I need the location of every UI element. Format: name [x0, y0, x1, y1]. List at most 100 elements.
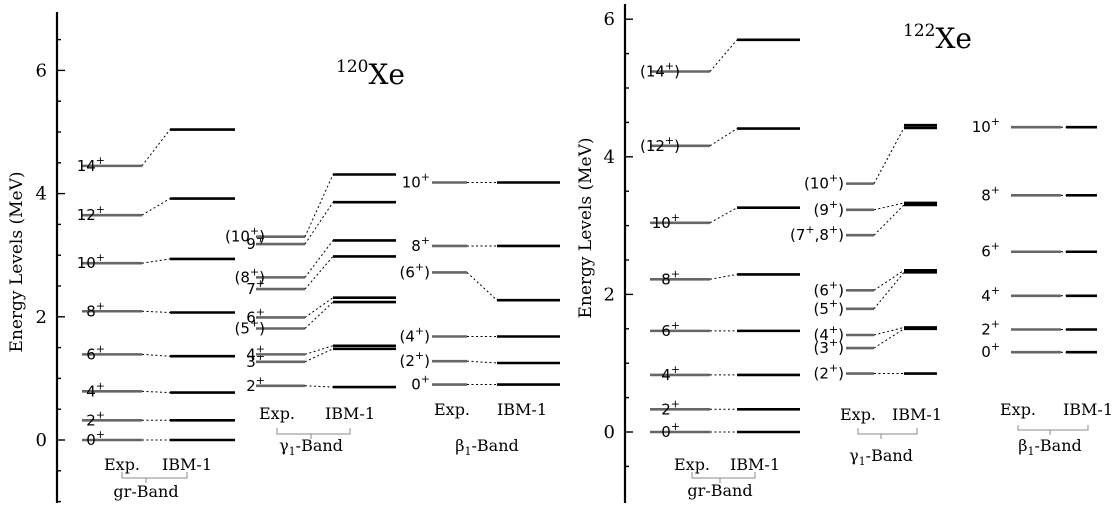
y-axis-title: Energy Levels (MeV): [7, 171, 27, 352]
band-bracket: [857, 428, 918, 435]
y-tick-label: 0: [36, 430, 47, 451]
level-spin-label: (14+): [640, 59, 680, 80]
band-bracket: [121, 472, 188, 479]
level-spin-label: 9+: [246, 232, 265, 253]
level-connector: [873, 127, 905, 184]
level-spin-label: 2+: [86, 408, 105, 429]
level-connector: [873, 202, 905, 211]
level-spin-label: 2+: [981, 317, 1000, 338]
band-bracket: [1017, 425, 1089, 431]
level-spin-label: (2+): [814, 362, 844, 383]
level-spin-label: (5+): [235, 317, 265, 338]
level-connector: [709, 207, 738, 224]
level-spin-label: (4+): [814, 323, 844, 344]
level-spin-label: 10+: [402, 171, 430, 192]
band-gamma1: (2+) (3+)(4+) (5+)(6+) (7+,8+) (9+) (10+) Exp.…: [790, 123, 942, 468]
nucleus-mass: 122: [903, 21, 935, 41]
level-connector: [304, 256, 334, 290]
y-axis-title: Energy Levels (MeV): [576, 137, 596, 318]
level-spin-label: (7+,8+): [790, 223, 844, 244]
level-spin-label: 10+: [652, 211, 680, 232]
y-tick-label: 6: [36, 60, 47, 81]
level-spin-label: 6+: [246, 305, 265, 326]
column-header-ibm1: IBM-1: [730, 455, 780, 474]
band-name-label: γ1-Band: [279, 436, 343, 458]
level-connector: [466, 360, 498, 364]
level-connector: [873, 269, 905, 291]
level-spin-label: (6+): [400, 260, 430, 281]
level-connector: [141, 198, 171, 216]
column-header-exp: Exp.: [434, 400, 470, 419]
y-tick-label: 4: [604, 147, 615, 168]
nucleus-label: 122Xe: [903, 21, 972, 55]
level-spin-label: 4+: [246, 342, 265, 363]
level-connector: [709, 273, 738, 280]
level-spin-label: (10+): [804, 172, 844, 193]
band-beta1: 0+ (2+) (4+) (6+) 8+ 10+ Exp. IBM-1 β1-Band: [400, 171, 560, 458]
nucleus-symbol: Xe: [935, 22, 972, 55]
level-spin-label: 4+: [86, 379, 105, 400]
nucleus-label: 120Xe: [336, 57, 405, 91]
level-connector: [141, 258, 171, 264]
level-spin-label: 12+: [77, 203, 105, 224]
column-header-ibm1: IBM-1: [892, 405, 942, 424]
band-gamma1: 2+ 3+4+ (5+)6+ 7+(8+) 9+(10+) Exp. IBM-1 γ1-Ban…: [225, 173, 396, 458]
y-tick-label: 2: [604, 284, 615, 305]
level-spin-label: (5+): [814, 297, 844, 318]
band-name-label: β1-Band: [455, 436, 519, 458]
band-bracket: [691, 472, 756, 479]
level-connector: [304, 385, 334, 388]
level-spin-label: 3+: [246, 350, 265, 371]
level-connector: [709, 128, 738, 147]
level-spin-label: 7+: [246, 277, 265, 298]
level-spin-label: 8+: [981, 183, 1000, 204]
nucleus-symbol: Xe: [368, 58, 405, 91]
band-gr: 0+2+ 4+ 6+ 8+ 10+ (12+) (14+) Exp. IBM-1 gr-Band: [640, 38, 800, 500]
level-connector: [304, 348, 334, 363]
band-name-label: gr-Band: [113, 482, 178, 501]
band-beta1: 0+2+ 4+ 6+ 8+ 10+ Exp. IBM-1 β1-Band: [972, 115, 1113, 458]
level-connector: [304, 240, 334, 278]
level-spin-label: 8+: [411, 234, 430, 255]
y-tick-label: 4: [36, 184, 47, 205]
level-spin-label: 2+: [661, 397, 680, 418]
level-connector: [141, 353, 171, 357]
level-spin-label: 0+: [661, 420, 680, 441]
level-spin-label: 0+: [86, 428, 105, 449]
level-connector: [873, 272, 905, 310]
y-tick-label: 2: [36, 307, 47, 328]
column-header-ibm1: IBM-1: [497, 400, 547, 419]
column-header-exp: Exp.: [1000, 400, 1036, 419]
band-gr: 0+2+ 4+ 6+ 8+ 10+ 12+ 14+ Exp. IBM-1 gr-Band: [77, 128, 235, 501]
level-connector: [304, 201, 334, 245]
level-spin-label: 8+: [661, 267, 680, 288]
level-spin-label: 4+: [661, 363, 680, 384]
level-spin-label: (2+): [400, 349, 430, 370]
level-connector: [304, 174, 334, 237]
level-spin-label: 6+: [661, 319, 680, 340]
y-tick-label: 0: [604, 422, 615, 443]
level-spin-label: 0+: [981, 340, 1000, 361]
level-connector: [304, 301, 334, 329]
level-spin-label: 10+: [77, 251, 105, 272]
level-spin-label: 10+: [972, 115, 1000, 136]
level-spin-label: 4+: [981, 284, 1000, 305]
column-header-exp: Exp.: [840, 405, 876, 424]
level-spin-label: (10+): [225, 225, 265, 246]
level-spin-label: (3+): [814, 336, 844, 357]
level-spin-label: (6+): [814, 278, 844, 299]
column-header-ibm1: IBM-1: [162, 455, 212, 474]
level-connector: [304, 345, 334, 355]
level-connector: [709, 39, 738, 72]
level-spin-label: 2+: [246, 374, 265, 395]
level-connector: [873, 204, 905, 236]
level-connector: [141, 390, 171, 394]
column-header-exp: Exp.: [259, 404, 295, 423]
level-connector: [873, 328, 905, 349]
column-header-exp: Exp.: [674, 455, 710, 474]
band-bracket: [276, 428, 351, 435]
column-header-ibm1: IBM-1: [1063, 400, 1113, 419]
level-spin-label: (9+): [814, 198, 844, 219]
